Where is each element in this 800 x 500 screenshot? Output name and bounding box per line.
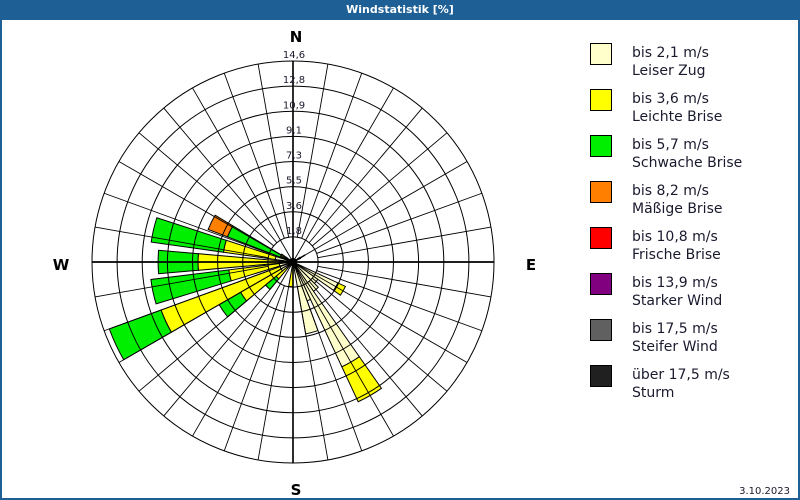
legend-item: über 17,5 m/s Sturm — [589, 364, 789, 410]
legend-label: Frische Brise — [632, 247, 721, 263]
legend-range: bis 17,5 m/s — [632, 321, 718, 337]
grid-spoke — [94, 265, 269, 298]
grid-spoke — [163, 107, 278, 244]
grid-spoke — [103, 270, 270, 332]
ring-label: 1,8 — [286, 226, 302, 237]
wind-direction-needle — [292, 254, 306, 263]
grid-spoke — [138, 277, 275, 392]
grid-spoke — [192, 87, 294, 263]
grid-spoke — [301, 285, 363, 452]
wind-bar-segment — [207, 214, 234, 238]
legend-range: bis 5,7 m/s — [632, 137, 709, 153]
legend-label: Leiser Zug — [632, 63, 706, 79]
wind-bar-segment — [341, 356, 383, 403]
grid-spoke — [316, 192, 483, 254]
grid-spoke — [192, 261, 294, 437]
legend-item: bis 8,2 m/s Mäßige Brise — [589, 180, 789, 226]
grid-spoke — [308, 280, 423, 417]
legend-swatch — [590, 319, 612, 341]
grid-spoke — [94, 226, 269, 259]
legend-label: Mäßige Brise — [632, 201, 723, 217]
grid-spoke — [317, 265, 492, 298]
grid-spoke — [223, 285, 285, 452]
grid-spoke — [311, 132, 448, 247]
grid-spoke — [118, 161, 294, 263]
ring-label: 7,3 — [286, 151, 302, 162]
legend-swatch — [590, 89, 612, 111]
grid-spoke — [163, 280, 278, 417]
date-label: 3.10.2023 — [739, 486, 790, 497]
ring-labels: 1,8 3,6 5,5 7,3 9,1 10,9 12,8 14,6 — [283, 50, 305, 237]
ring-label: 10,9 — [283, 100, 305, 111]
compass-north: N — [290, 28, 303, 46]
grid-spoke — [292, 261, 394, 437]
legend-swatch — [590, 273, 612, 295]
legend-swatch — [590, 181, 612, 203]
grid-spoke — [223, 72, 285, 239]
ring-label: 12,8 — [283, 75, 305, 86]
legend-range: bis 10,8 m/s — [632, 229, 718, 245]
legend-item: bis 3,6 m/s Leichte Brise — [589, 88, 789, 134]
grid-spoke — [257, 286, 290, 461]
grid-spoke — [301, 72, 363, 239]
legend-range: bis 8,2 m/s — [632, 183, 709, 199]
wind-bar-segment — [150, 217, 227, 253]
grid-spoke — [296, 286, 329, 461]
legend-swatch — [590, 365, 612, 387]
ring-label: 5,5 — [286, 176, 302, 187]
grid-spoke — [257, 63, 290, 238]
legend-label: Sturm — [632, 385, 675, 401]
legend-range: bis 2,1 m/s — [632, 45, 709, 61]
ring-label: 3,6 — [286, 201, 302, 212]
legend-item: bis 13,9 m/s Starker Wind — [589, 272, 789, 318]
legend-label: Starker Wind — [632, 293, 723, 309]
grid-spoke — [296, 63, 329, 238]
legend-item: bis 10,8 m/s Frische Brise — [589, 226, 789, 272]
grid-spoke — [317, 226, 492, 259]
legend: bis 2,1 m/s Leiser Zug bis 3,6 m/s Leichte… — [589, 42, 789, 410]
grid-spoke — [103, 192, 270, 254]
legend-swatch — [590, 135, 612, 157]
legend-label: Schwache Brise — [632, 155, 743, 171]
compass-south: S — [291, 481, 302, 499]
compass-east: E — [526, 256, 536, 274]
grid-spoke — [308, 107, 423, 244]
grid-spoke — [138, 132, 275, 247]
legend-item: bis 5,7 m/s Schwache Brise — [589, 134, 789, 180]
legend-swatch — [590, 227, 612, 249]
wind-rose-bars — [108, 214, 383, 403]
grid-spoke — [316, 270, 483, 332]
legend-label: Leichte Brise — [632, 109, 723, 125]
legend-range: über 17,5 m/s — [632, 367, 730, 383]
legend-range: bis 3,6 m/s — [632, 91, 709, 107]
grid-spoke — [311, 277, 448, 392]
grid-spoke — [118, 261, 294, 363]
grid-spoke — [292, 87, 394, 263]
wind-rose-grid — [91, 60, 495, 464]
legend-item: bis 2,1 m/s Leiser Zug — [589, 42, 789, 88]
ring-label: 14,6 — [283, 50, 305, 61]
grid-spoke — [292, 261, 468, 363]
legend-label: Steifer Wind — [632, 339, 718, 355]
ring-label: 9,1 — [286, 125, 302, 136]
compass-west: W — [53, 256, 70, 274]
legend-range: bis 13,9 m/s — [632, 275, 718, 291]
legend-item: bis 17,5 m/s Steifer Wind — [589, 318, 789, 364]
grid-spoke — [292, 161, 468, 263]
wind-bar-segment — [150, 269, 232, 305]
window-title: Windstatistik [%] — [0, 0, 800, 20]
legend-swatch — [590, 43, 612, 65]
